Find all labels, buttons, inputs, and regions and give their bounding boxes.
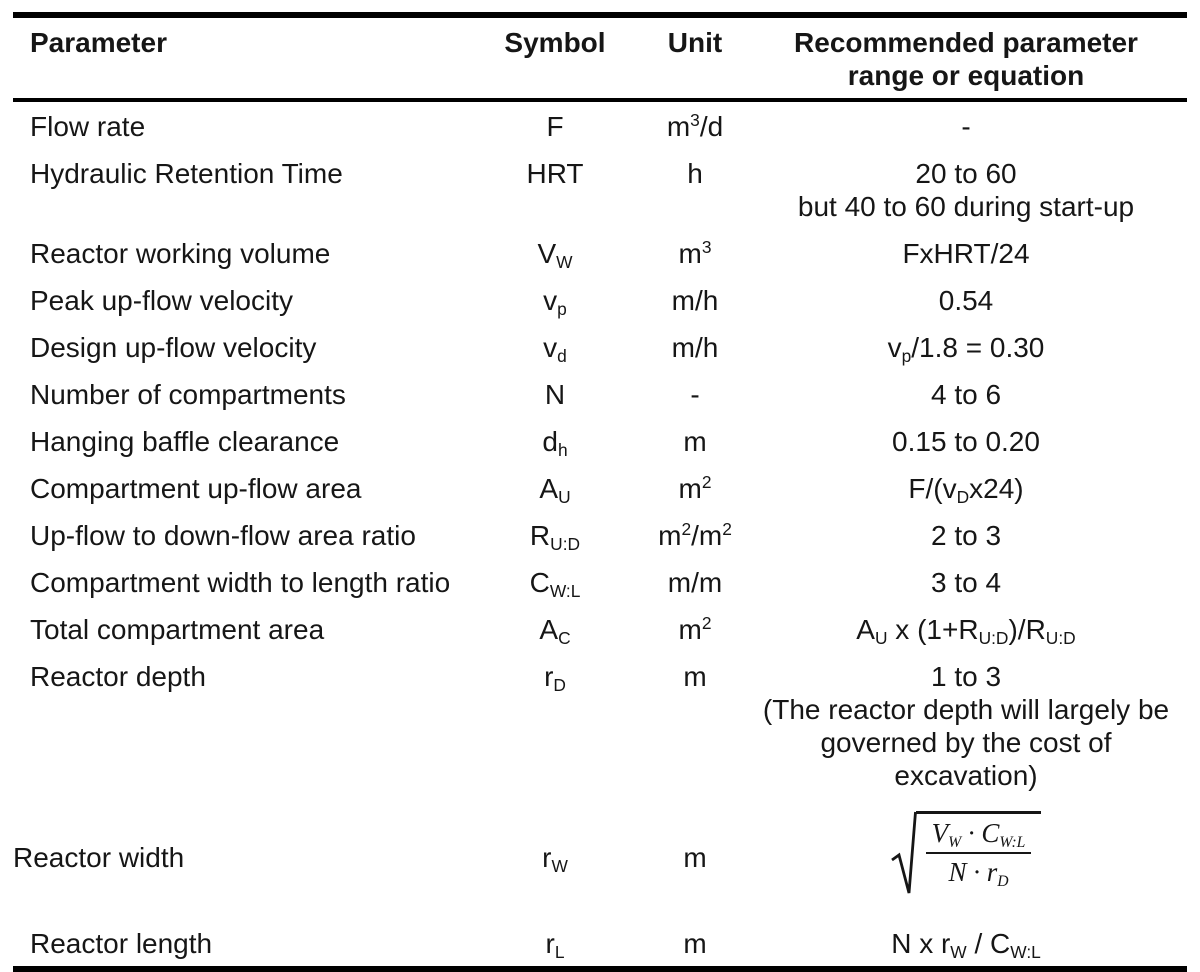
symbol-cell: N bbox=[544, 379, 566, 410]
value-cell: 2 to 3 bbox=[930, 520, 1002, 551]
header-cell-unit: Unit bbox=[645, 15, 745, 102]
table-row: Compartment up-flow area AU m2 F/(vDx24) bbox=[13, 464, 1187, 511]
table-row: Reactor length rL m N x rW / CW:L bbox=[13, 919, 1187, 969]
symbol-cell: rD bbox=[544, 661, 566, 695]
header-cell-recommended: Recommended parameter range or equation bbox=[745, 15, 1187, 102]
symbol-cell: CW:L bbox=[529, 567, 581, 601]
symbol-cell: HRT bbox=[526, 158, 584, 189]
value-cell: N x rW / CW:L bbox=[891, 928, 1041, 962]
table-row: Compartment width to length ratio CW:L m… bbox=[13, 558, 1187, 605]
unit-cell: m bbox=[683, 426, 707, 457]
table-row: Number of compartments N - 4 to 6 bbox=[13, 370, 1187, 417]
value-cell: 4 to 6 bbox=[930, 379, 1002, 410]
table-row: Hydraulic Retention Time HRT h 20 to 60 b… bbox=[13, 149, 1187, 229]
parameter-cell: Compartment up-flow area bbox=[30, 473, 362, 504]
unit-cell: m2 bbox=[678, 613, 712, 645]
table-row: Reactor depth rD m 1 to 3 (The reactor de… bbox=[13, 652, 1187, 798]
symbol-cell: AC bbox=[539, 614, 571, 648]
symbol-cell: AU bbox=[539, 473, 571, 507]
header-cell-parameter: Parameter bbox=[13, 15, 465, 102]
unit-cell: - bbox=[690, 379, 700, 410]
header-row: Parameter Symbol Unit Recommended parame… bbox=[13, 15, 1187, 102]
parameter-cell: Number of compartments bbox=[30, 379, 346, 410]
design-parameter-table: Parameter Symbol Unit Recommended parame… bbox=[13, 12, 1187, 972]
value-cell: F/(vDx24) bbox=[908, 473, 1024, 507]
fraction-numerator: VW · CW:L bbox=[925, 818, 1032, 855]
unit-cell: m bbox=[683, 842, 707, 873]
table-row: Peak up-flow velocity vp m/h 0.54 bbox=[13, 276, 1187, 323]
parameter-cell: Total compartment area bbox=[30, 614, 325, 645]
unit-cell: m bbox=[683, 661, 707, 692]
unit-cell: m/h bbox=[671, 332, 719, 363]
radical-sign-icon bbox=[890, 811, 917, 894]
symbol-cell: RU:D bbox=[529, 520, 581, 554]
parameter-cell: Reactor working volume bbox=[30, 238, 331, 269]
table-row: Flow rate F m3/d - bbox=[13, 100, 1187, 149]
unit-cell: m3/d bbox=[666, 110, 724, 142]
value-cell: VW · CW:L N · rD bbox=[745, 798, 1187, 919]
parameter-cell: Compartment width to length ratio bbox=[30, 567, 451, 598]
header-cell-symbol: Symbol bbox=[465, 15, 645, 102]
value-cell: - bbox=[961, 111, 971, 142]
fraction-denominator: N · rD bbox=[948, 857, 1009, 891]
symbol-cell: rL bbox=[545, 928, 565, 962]
parameter-cell: Flow rate bbox=[30, 111, 146, 142]
symbol-cell: VW bbox=[537, 238, 573, 272]
symbol-cell: rW bbox=[542, 842, 568, 876]
parameter-cell: Peak up-flow velocity bbox=[30, 285, 294, 316]
unit-cell: m/h bbox=[671, 285, 719, 316]
unit-cell: m3 bbox=[678, 237, 712, 269]
parameter-cell: Reactor width bbox=[13, 842, 185, 873]
unit-cell: m bbox=[683, 928, 707, 959]
table-header: Parameter Symbol Unit Recommended parame… bbox=[13, 15, 1187, 102]
unit-cell: m/m bbox=[667, 567, 723, 598]
parameter-cell: Reactor depth bbox=[30, 661, 206, 692]
table-row: Up-flow to down-flow area ratio RU:D m2/… bbox=[13, 511, 1187, 558]
value-cell: 0.15 to 0.20 bbox=[892, 426, 1040, 457]
symbol-cell: vp bbox=[543, 285, 567, 319]
table-row: Design up-flow velocity vd m/h vp/1.8 = … bbox=[13, 323, 1187, 370]
symbol-cell: dh bbox=[542, 426, 568, 460]
unit-cell: m2 bbox=[678, 472, 712, 504]
symbol-cell: F bbox=[546, 111, 564, 142]
unit-cell: m2/m2 bbox=[658, 519, 732, 551]
parameter-cell: Reactor length bbox=[30, 928, 213, 959]
unit-cell: h bbox=[687, 158, 703, 189]
fraction: VW · CW:L N · rD bbox=[925, 818, 1032, 891]
table-body: Flow rate F m3/d - Hydraulic Retention T… bbox=[13, 100, 1187, 969]
value-cell: 3 to 4 bbox=[930, 567, 1002, 598]
square-root-formula: VW · CW:L N · rD bbox=[890, 810, 1042, 898]
value-cell: AU x (1+RU:D)/RU:D bbox=[856, 614, 1076, 648]
design-parameter-table-wrap: Parameter Symbol Unit Recommended parame… bbox=[13, 12, 1187, 972]
table-row: Reactor width rW m VW · CW:L N · rD bbox=[13, 798, 1187, 919]
value-cell: vp/1.8 = 0.30 bbox=[887, 332, 1045, 366]
parameter-cell: Hanging baffle clearance bbox=[30, 426, 340, 457]
parameter-cell: Up-flow to down-flow area ratio bbox=[30, 520, 416, 551]
parameter-cell: Hydraulic Retention Time bbox=[30, 158, 343, 189]
symbol-cell: vd bbox=[543, 332, 567, 366]
table-row: Hanging baffle clearance dh m 0.15 to 0.… bbox=[13, 417, 1187, 464]
table-row: Reactor working volume VW m3 FxHRT/24 bbox=[13, 229, 1187, 276]
radicand: VW · CW:L N · rD bbox=[915, 811, 1042, 891]
value-cell: 20 to 60 but 40 to 60 during start-up bbox=[797, 158, 1135, 222]
value-cell: FxHRT/24 bbox=[902, 238, 1030, 269]
table-row: Total compartment area AC m2 AU x (1+RU:… bbox=[13, 605, 1187, 652]
value-cell: 1 to 3 (The reactor depth will largely be… bbox=[762, 661, 1170, 791]
parameter-cell: Design up-flow velocity bbox=[30, 332, 317, 363]
value-cell: 0.54 bbox=[938, 285, 994, 316]
